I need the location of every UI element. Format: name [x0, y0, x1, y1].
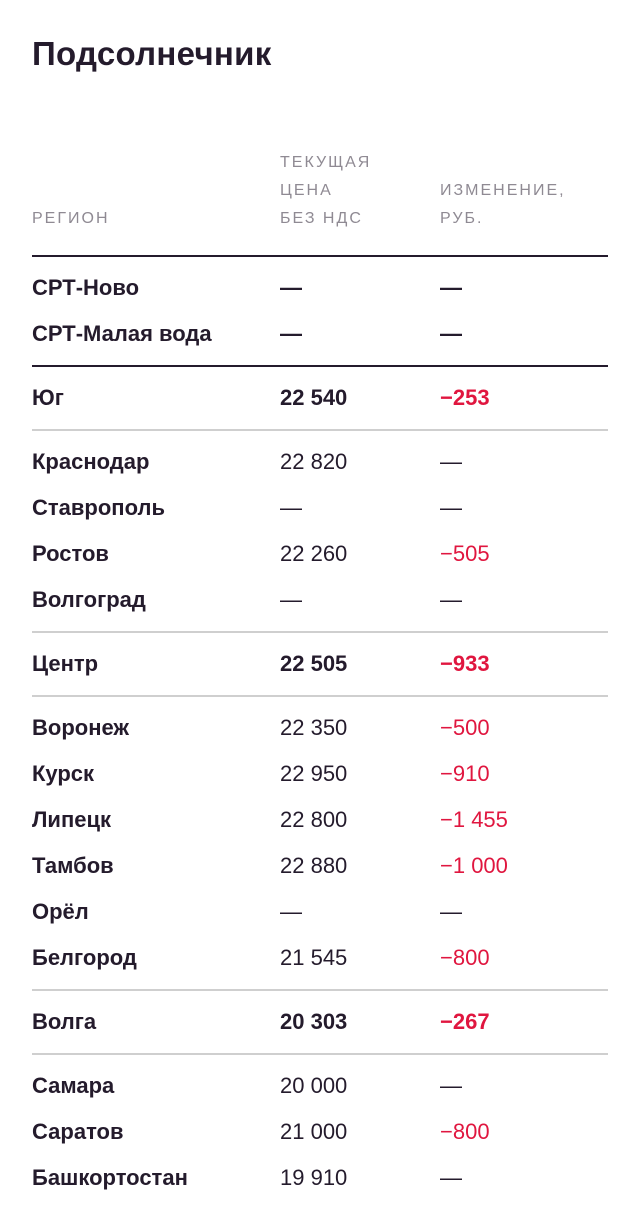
price-cell: —	[280, 321, 302, 346]
table-row: Ростов 22 260 −505	[32, 531, 608, 577]
table-section: Юг 22 540 −253	[32, 367, 608, 431]
region-cell: СРТ-Ново	[32, 275, 140, 300]
region-cell: Белгород	[32, 945, 137, 970]
page-title: Подсолнечник	[32, 35, 272, 72]
price-cell: 20 303	[280, 1009, 348, 1034]
group-total-row: Юг 22 540 −253	[32, 375, 608, 421]
region-cell: Воронеж	[32, 715, 130, 740]
region-cell: Курск	[32, 761, 95, 786]
group-total-row: Волга 20 303 −267	[32, 999, 608, 1045]
change-cell: −267	[440, 1009, 490, 1034]
price-cell: 22 260	[280, 541, 348, 566]
table-row: Краснодар 22 820 —	[32, 439, 608, 485]
region-cell: Орёл	[32, 899, 89, 924]
change-cell: —	[440, 1165, 462, 1190]
table-row: Ставрополь — —	[32, 485, 608, 531]
region-cell: Волга	[32, 1009, 97, 1034]
price-cell: —	[280, 899, 302, 924]
price-cell: 22 800	[280, 807, 348, 832]
region-cell: Липецк	[32, 807, 112, 832]
table-row: Белгород 21 545 −800	[32, 935, 608, 981]
change-cell: −1 000	[440, 853, 508, 878]
region-cell: Краснодар	[32, 449, 150, 474]
table-row: Курск 22 950 −910	[32, 751, 608, 797]
table-section: Самара 20 000 — Саратов 21 000 −800 Башкортост…	[32, 1055, 608, 1209]
change-cell: —	[440, 899, 462, 924]
region-cell: Самара	[32, 1073, 115, 1098]
table-row: Волгоград — —	[32, 577, 608, 623]
change-cell: −253	[440, 385, 490, 410]
column-header-change: Изменение, руб.	[440, 182, 566, 227]
table-row: Тамбов 22 880 −1 000	[32, 843, 608, 889]
change-cell: −1 455	[440, 807, 508, 832]
table-section: Воронеж 22 350 −500 Курск 22 950 −910 Липецк 22…	[32, 697, 608, 991]
price-cell: 21 545	[280, 945, 348, 970]
region-cell: Ростов	[32, 541, 109, 566]
price-cell: 20 000	[280, 1073, 348, 1098]
region-cell: Волгоград	[32, 587, 146, 612]
price-cell: 22 350	[280, 715, 348, 740]
price-cell: 22 880	[280, 853, 348, 878]
region-cell: СРТ-Малая вода	[32, 321, 212, 346]
group-total-row: Центр 22 505 −933	[32, 641, 608, 687]
price-cell: 22 820	[280, 449, 348, 474]
change-cell: —	[440, 275, 462, 300]
change-cell: −933	[440, 651, 490, 676]
price-cell: 22 950	[280, 761, 348, 786]
region-cell: Ставрополь	[32, 495, 165, 520]
table-row: Воронеж 22 350 −500	[32, 705, 608, 751]
region-cell: Башкортостан	[32, 1165, 188, 1190]
price-cell: 19 910	[280, 1165, 348, 1190]
table-row: СРТ-Малая вода — —	[32, 311, 608, 357]
table-section: СРТ-Ново — — СРТ-Малая вода — —	[32, 257, 608, 367]
region-cell: Саратов	[32, 1119, 124, 1144]
change-cell: −500	[440, 715, 490, 740]
table-body: СРТ-Ново — — СРТ-Малая вода — — Юг 22 540 −253 Кр…	[32, 257, 608, 1209]
price-cell: —	[280, 587, 302, 612]
price-cell: 21 000	[280, 1119, 348, 1144]
column-header-region: Регион	[32, 210, 110, 227]
change-cell: —	[440, 449, 462, 474]
price-cell: 22 540	[280, 385, 348, 410]
region-cell: Центр	[32, 651, 99, 676]
column-header-price: Текущая цена без НДС	[280, 154, 372, 227]
table-section: Волга 20 303 −267	[32, 991, 608, 1055]
change-cell: —	[440, 495, 462, 520]
change-cell: −910	[440, 761, 490, 786]
price-cell: —	[280, 495, 302, 520]
change-cell: −800	[440, 945, 490, 970]
table-header: Регион Текущая цена без НДС Изменение, р…	[32, 125, 608, 257]
table-row: Самара 20 000 —	[32, 1063, 608, 1109]
price-cell: —	[280, 275, 302, 300]
region-cell: Тамбов	[32, 853, 114, 878]
table-section: Центр 22 505 −933	[32, 633, 608, 697]
table-row: Орёл — —	[32, 889, 608, 935]
table-section: Краснодар 22 820 — Ставрополь — — Ростов 22 260…	[32, 431, 608, 633]
change-cell: —	[440, 321, 462, 346]
price-cell: 22 505	[280, 651, 348, 676]
table-row: Саратов 21 000 −800	[32, 1109, 608, 1155]
region-cell: Юг	[32, 385, 64, 410]
change-cell: −800	[440, 1119, 490, 1144]
table-row: Липецк 22 800 −1 455	[32, 797, 608, 843]
table-row: Башкортостан 19 910 —	[32, 1155, 608, 1201]
change-cell: —	[440, 587, 462, 612]
table-row: СРТ-Ново — —	[32, 265, 608, 311]
change-cell: —	[440, 1073, 462, 1098]
change-cell: −505	[440, 541, 490, 566]
